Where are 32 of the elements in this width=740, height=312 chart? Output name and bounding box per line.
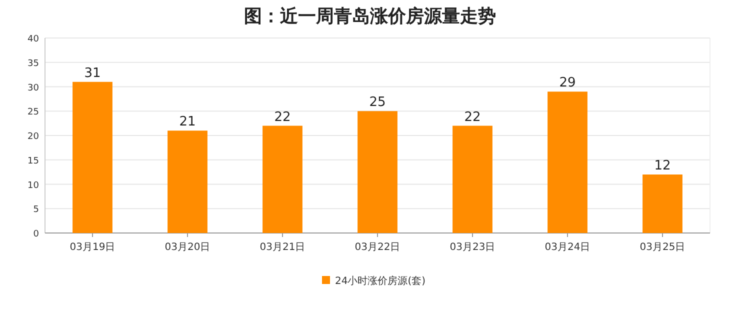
bar	[262, 126, 302, 233]
x-tick-label: 03月22日	[354, 242, 400, 253]
x-tick-label: 03月21日	[260, 242, 306, 253]
bar	[168, 130, 208, 233]
x-tick-label: 03月19日	[70, 242, 116, 253]
data-label: 21	[179, 114, 196, 130]
chart-title: 图：近一周青岛涨价房源量走势	[244, 6, 496, 27]
y-tick-label: 15	[28, 156, 39, 166]
y-tick-label: 40	[28, 34, 40, 44]
legend-label: 24小时涨价房源(套)	[335, 275, 426, 287]
bar	[72, 82, 112, 233]
bar	[452, 126, 492, 233]
y-tick-label: 10	[28, 180, 40, 191]
y-tick-label: 5	[33, 205, 39, 216]
data-label: 31	[84, 66, 101, 81]
bar	[642, 174, 682, 233]
data-label: 25	[369, 95, 386, 110]
y-tick-label: 25	[28, 108, 39, 118]
y-tick-label: 0	[33, 230, 40, 240]
x-tick-label: 03月24日	[544, 242, 590, 253]
data-label: 22	[464, 110, 481, 125]
data-label: 12	[654, 158, 671, 174]
y-tick-label: 30	[28, 83, 40, 94]
bar	[358, 111, 398, 233]
x-tick-label: 03月20日	[164, 242, 210, 253]
y-tick-label: 20	[28, 132, 40, 142]
bar	[548, 92, 588, 233]
x-tick-label: 03月25日	[640, 242, 686, 253]
data-label: 22	[274, 110, 291, 125]
data-label: 29	[559, 76, 576, 91]
x-tick-label: 03月23日	[450, 242, 496, 253]
y-tick-label: 35	[28, 58, 39, 69]
